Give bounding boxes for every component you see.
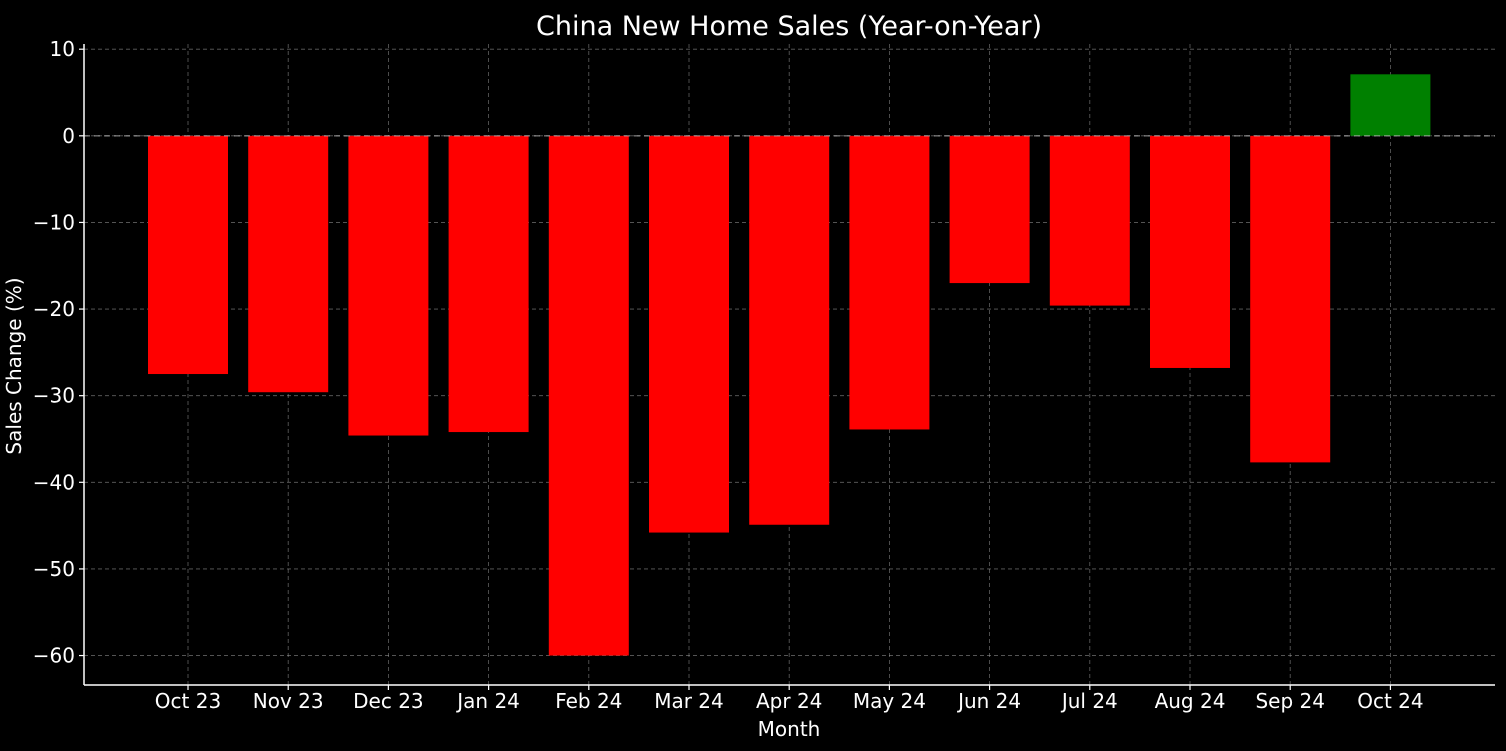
y-tick-label: −50: [33, 557, 75, 581]
y-tick-label: −40: [33, 470, 75, 494]
y-tick-label: −10: [33, 210, 75, 234]
x-tick-label: Oct 24: [1357, 689, 1423, 713]
x-tick-label: Jan 24: [455, 689, 520, 713]
x-tick-label: May 24: [853, 689, 926, 713]
y-tick-label: 10: [50, 37, 75, 61]
x-tick-label: Feb 24: [555, 689, 622, 713]
x-tick-label: Dec 23: [353, 689, 424, 713]
x-tick-label: Mar 24: [654, 689, 724, 713]
bar-feb-24: [548, 135, 629, 656]
x-tick-label: Jun 24: [956, 689, 1021, 713]
bar-aug-24: [1150, 135, 1230, 368]
bars: [148, 74, 1431, 656]
y-tick-label: −30: [33, 384, 75, 408]
y-tick-label: −20: [33, 297, 75, 321]
bar-oct-24: [1350, 74, 1431, 136]
x-tick-label: Apr 24: [756, 689, 822, 713]
bar-jan-24: [448, 135, 529, 433]
x-tick-label: Jul 24: [1060, 689, 1118, 713]
x-tick-label: Nov 23: [253, 689, 324, 713]
x-tick-label: Oct 23: [155, 689, 221, 713]
y-axis-label: Sales Change (%): [2, 277, 26, 454]
y-tick-label: 0: [62, 124, 75, 148]
y-tick-labels: 10 0 −10 −20 −30 −40 −50 −60: [33, 37, 75, 667]
x-tick-label: Sep 24: [1255, 689, 1325, 713]
bar-may-24: [849, 135, 930, 430]
bar-sep-24: [1250, 135, 1331, 463]
bar-nov-23: [248, 135, 329, 393]
chart-title: China New Home Sales (Year-on-Year): [536, 11, 1042, 42]
x-axis-label: Month: [758, 717, 821, 741]
bar-oct-23: [148, 135, 228, 375]
x-tick-label: Aug 24: [1155, 689, 1226, 713]
bar-mar-24: [649, 135, 729, 533]
bar-dec-23: [348, 135, 429, 436]
bar-jun-24: [949, 135, 1030, 284]
bar-apr-24: [749, 135, 830, 525]
x-tick-labels: Oct 23 Nov 23 Dec 23 Jan 24 Feb 24 Mar 24 Apr …: [155, 689, 1424, 713]
bar-jul-24: [1049, 135, 1130, 306]
axes: [79, 44, 1495, 690]
y-tick-label: −60: [33, 644, 75, 668]
